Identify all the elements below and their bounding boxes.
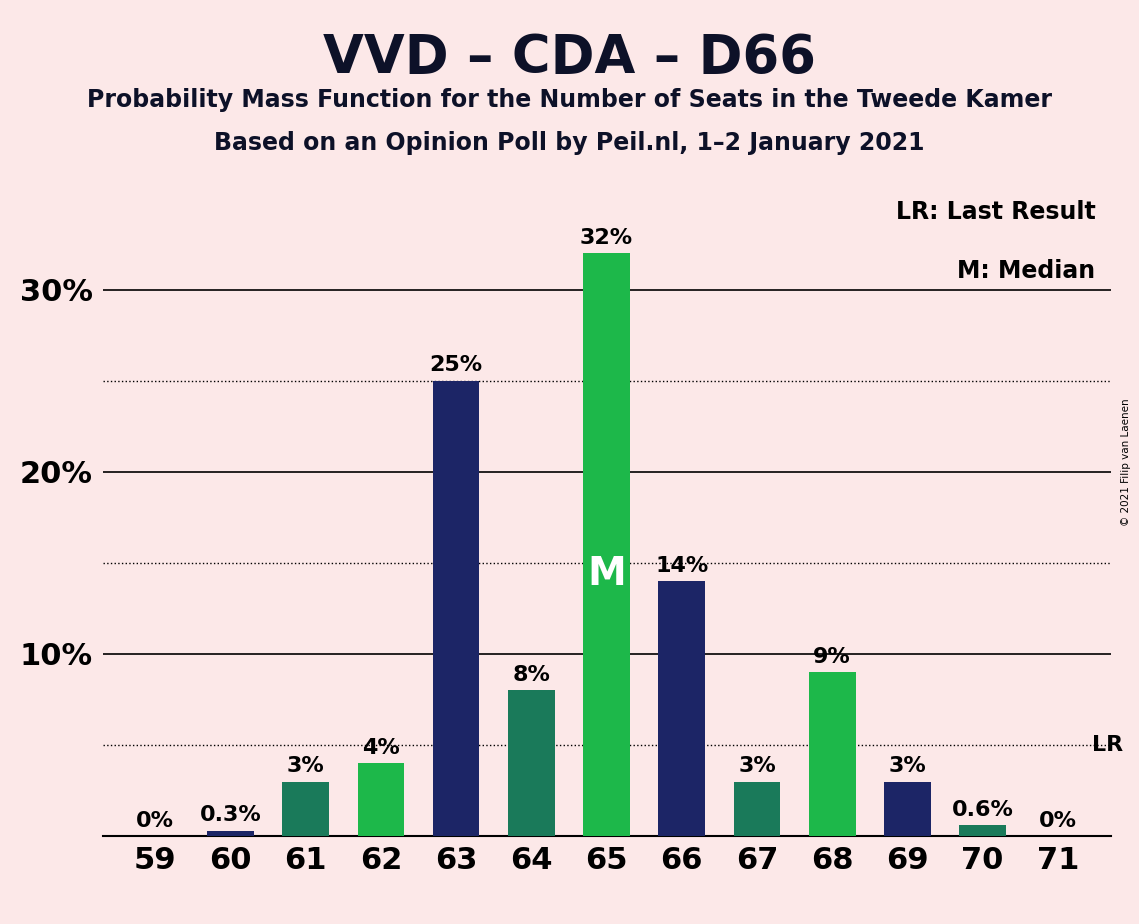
Bar	[734, 782, 780, 836]
Text: 32%: 32%	[580, 227, 633, 248]
Text: M: M	[587, 554, 626, 593]
Bar	[809, 673, 855, 836]
Text: 0.6%: 0.6%	[952, 800, 1014, 820]
Text: VVD – CDA – D66: VVD – CDA – D66	[323, 32, 816, 84]
Text: 9%: 9%	[813, 647, 851, 667]
Bar	[433, 381, 480, 836]
Bar	[508, 690, 555, 836]
Bar	[358, 763, 404, 836]
Text: 0%: 0%	[137, 810, 174, 831]
Bar	[583, 253, 630, 836]
Text: LR: Last Result: LR: Last Result	[895, 200, 1096, 224]
Text: 3%: 3%	[888, 756, 926, 776]
Bar	[884, 782, 931, 836]
Text: 4%: 4%	[362, 738, 400, 758]
Text: 0.3%: 0.3%	[199, 806, 261, 825]
Text: Based on an Opinion Poll by Peil.nl, 1–2 January 2021: Based on an Opinion Poll by Peil.nl, 1–2…	[214, 131, 925, 155]
Text: 25%: 25%	[429, 355, 483, 375]
Text: M: Median: M: Median	[957, 259, 1096, 283]
Text: Probability Mass Function for the Number of Seats in the Tweede Kamer: Probability Mass Function for the Number…	[87, 88, 1052, 112]
Text: 0%: 0%	[1039, 810, 1076, 831]
Bar	[959, 825, 1006, 836]
Text: © 2021 Filip van Laenen: © 2021 Filip van Laenen	[1121, 398, 1131, 526]
Bar	[207, 831, 254, 836]
Text: 14%: 14%	[655, 555, 708, 576]
Text: 3%: 3%	[738, 756, 776, 776]
Bar	[282, 782, 329, 836]
Bar	[658, 581, 705, 836]
Text: LR: LR	[1092, 736, 1123, 755]
Text: 3%: 3%	[287, 756, 325, 776]
Text: 8%: 8%	[513, 665, 550, 685]
